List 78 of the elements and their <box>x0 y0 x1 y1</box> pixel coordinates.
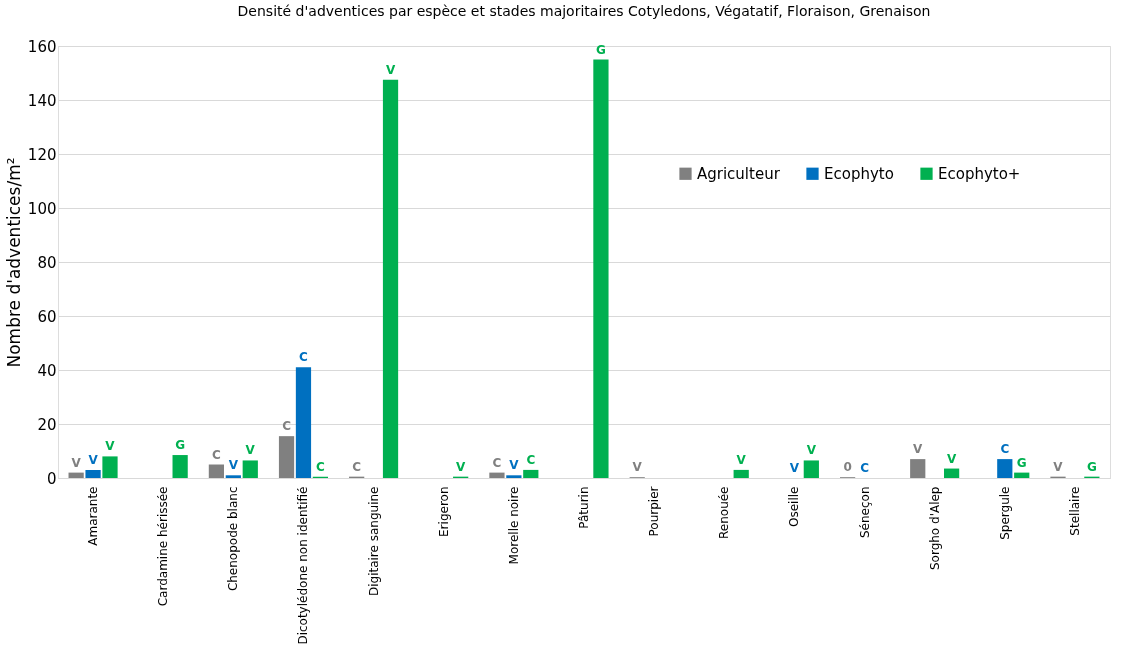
data-label: C <box>1000 442 1010 457</box>
bar <box>295 367 312 478</box>
x-tick-label: Sorgho d'Alep <box>927 486 942 571</box>
bar <box>278 436 295 478</box>
x-tick-label: Chenopode blanc <box>226 486 241 592</box>
y-tick-label: 60 <box>37 307 57 326</box>
bar <box>997 459 1013 478</box>
bar <box>733 469 749 478</box>
data-label: C <box>282 419 292 434</box>
bar <box>803 460 819 478</box>
bar <box>943 468 960 478</box>
data-label: C <box>212 447 221 462</box>
x-tick-label: Erigeron <box>436 486 451 537</box>
data-label: 0 <box>843 460 852 475</box>
legend-label: Ecophyto+ <box>938 164 1021 183</box>
y-tick-label: 160 <box>27 37 57 56</box>
x-tick-label: Morelle noire <box>506 486 521 565</box>
data-label: V <box>946 451 957 466</box>
bar <box>523 469 539 478</box>
bar <box>242 460 258 478</box>
y-tick-label: 100 <box>27 199 57 218</box>
data-label: V <box>385 62 396 77</box>
y-tick-label: 20 <box>37 415 57 434</box>
x-tick-label: Pâturin <box>577 486 591 529</box>
data-label: G <box>1086 459 1097 474</box>
x-tick-label: Oseille <box>787 486 802 527</box>
data-label: C <box>860 461 870 475</box>
y-tick-label: 0 <box>46 469 57 488</box>
chart-title: Densité d'adventices par espèce et stades majoritaires Cotyledons, Végatatif, Floraison, Grenaison <box>237 3 931 19</box>
y-tick-label: 80 <box>37 253 57 272</box>
data-label: G <box>1016 455 1027 470</box>
x-tick-label: Dicotylédone non identifié <box>296 486 311 645</box>
legend-label: Ecophyto <box>824 164 894 183</box>
data-label: C <box>492 455 502 470</box>
legend-label: Agriculteur <box>697 164 781 183</box>
data-label: V <box>509 458 520 473</box>
x-tick-label: Cardamine hérissée <box>156 486 171 607</box>
bar <box>208 464 225 478</box>
y-tick-label: 40 <box>37 361 57 380</box>
data-label: V <box>789 461 800 475</box>
y-axis-title: Nombre d'adventices/m² <box>3 157 24 368</box>
x-tick-label: Digitaire sanguine <box>366 486 381 597</box>
bar <box>593 59 609 478</box>
data-label: V <box>228 458 239 473</box>
x-tick-label: Pourpier <box>647 486 662 537</box>
data-label: V <box>632 460 643 475</box>
x-tick-label: Amarante <box>86 486 101 546</box>
x-tick-label: Séneçon <box>857 486 872 539</box>
data-label: G <box>596 42 606 57</box>
data-label: C <box>299 350 309 365</box>
data-label: C <box>315 459 325 474</box>
bar <box>489 472 505 478</box>
bar <box>1014 472 1030 478</box>
data-label: V <box>1053 459 1064 474</box>
data-label: V <box>245 443 256 458</box>
x-tick-label: Spergule <box>997 486 1012 540</box>
bar <box>910 459 926 478</box>
data-label: V <box>736 452 747 467</box>
bar <box>172 455 188 478</box>
data-label: C <box>352 459 362 474</box>
bar <box>225 475 241 478</box>
data-label: G <box>175 438 186 453</box>
y-tick-label: 140 <box>27 91 57 110</box>
x-tick-label: Stellaire <box>1067 486 1082 536</box>
bar <box>102 456 118 478</box>
bar <box>68 472 84 478</box>
data-label: V <box>71 455 82 470</box>
bar <box>506 475 522 478</box>
y-tick-label: 120 <box>27 145 57 164</box>
data-label: V <box>806 443 817 458</box>
x-tick-label: Renouée <box>717 486 732 539</box>
data-label: V <box>913 442 924 457</box>
data-label: V <box>105 439 116 454</box>
data-label: V <box>88 452 99 467</box>
data-label: V <box>456 459 467 474</box>
bar <box>85 469 101 478</box>
bar <box>382 79 399 478</box>
data-label: C <box>526 452 536 467</box>
